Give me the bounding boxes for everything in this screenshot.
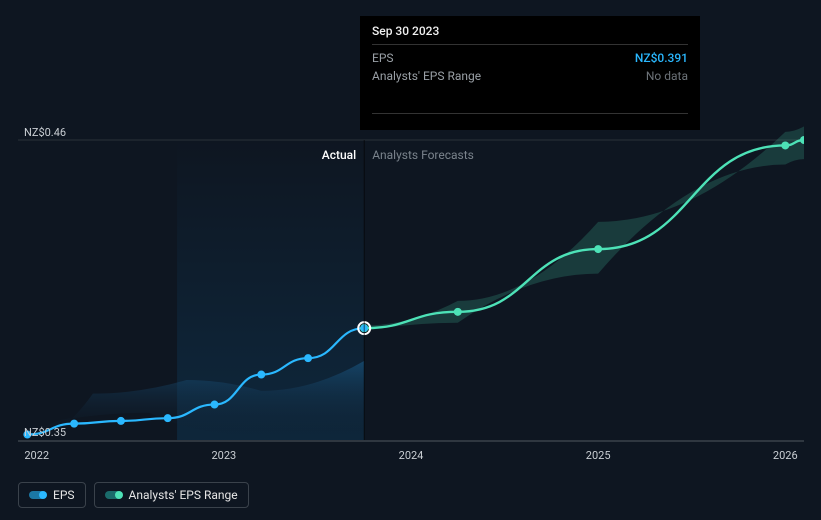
tooltip-row-value: NZ$0.391 <box>635 49 688 67</box>
y-axis-label: NZ$0.46 <box>24 126 66 139</box>
section-label-forecast: Analysts Forecasts <box>372 148 474 162</box>
legend-dot-icon <box>39 491 47 499</box>
x-axis-label: 2026 <box>773 449 798 462</box>
tooltip-divider <box>372 44 688 45</box>
x-axis-label: 2025 <box>586 449 611 462</box>
tooltip-divider <box>372 113 688 114</box>
x-axis-label: 2023 <box>211 449 236 462</box>
legend-eps[interactable]: EPS <box>18 482 86 508</box>
x-axis-label: 2022 <box>24 449 49 462</box>
x-axis-label: 2024 <box>399 449 424 462</box>
legend-swatch-icon <box>105 491 121 499</box>
y-axis-label: NZ$0.35 <box>24 426 66 439</box>
tooltip-row: Analysts' EPS Range No data <box>372 67 688 85</box>
tooltip-row-value: No data <box>646 67 688 85</box>
legend-dot-icon <box>115 491 123 499</box>
legend: EPS Analysts' EPS Range <box>18 482 249 508</box>
section-label-actual: Actual <box>18 148 356 162</box>
legend-label: EPS <box>53 488 75 502</box>
tooltip-row: EPS NZ$0.391 <box>372 49 688 67</box>
tooltip-date: Sep 30 2023 <box>372 24 688 38</box>
chart-tooltip: Sep 30 2023EPSNZ$0.391Analysts' EPS Rang… <box>360 16 700 130</box>
legend-label: Analysts' EPS Range <box>129 488 238 502</box>
tooltip-row-label: EPS <box>372 49 394 67</box>
legend-range[interactable]: Analysts' EPS Range <box>94 482 249 508</box>
legend-swatch-icon <box>29 491 45 499</box>
tooltip-row-label: Analysts' EPS Range <box>372 67 481 85</box>
